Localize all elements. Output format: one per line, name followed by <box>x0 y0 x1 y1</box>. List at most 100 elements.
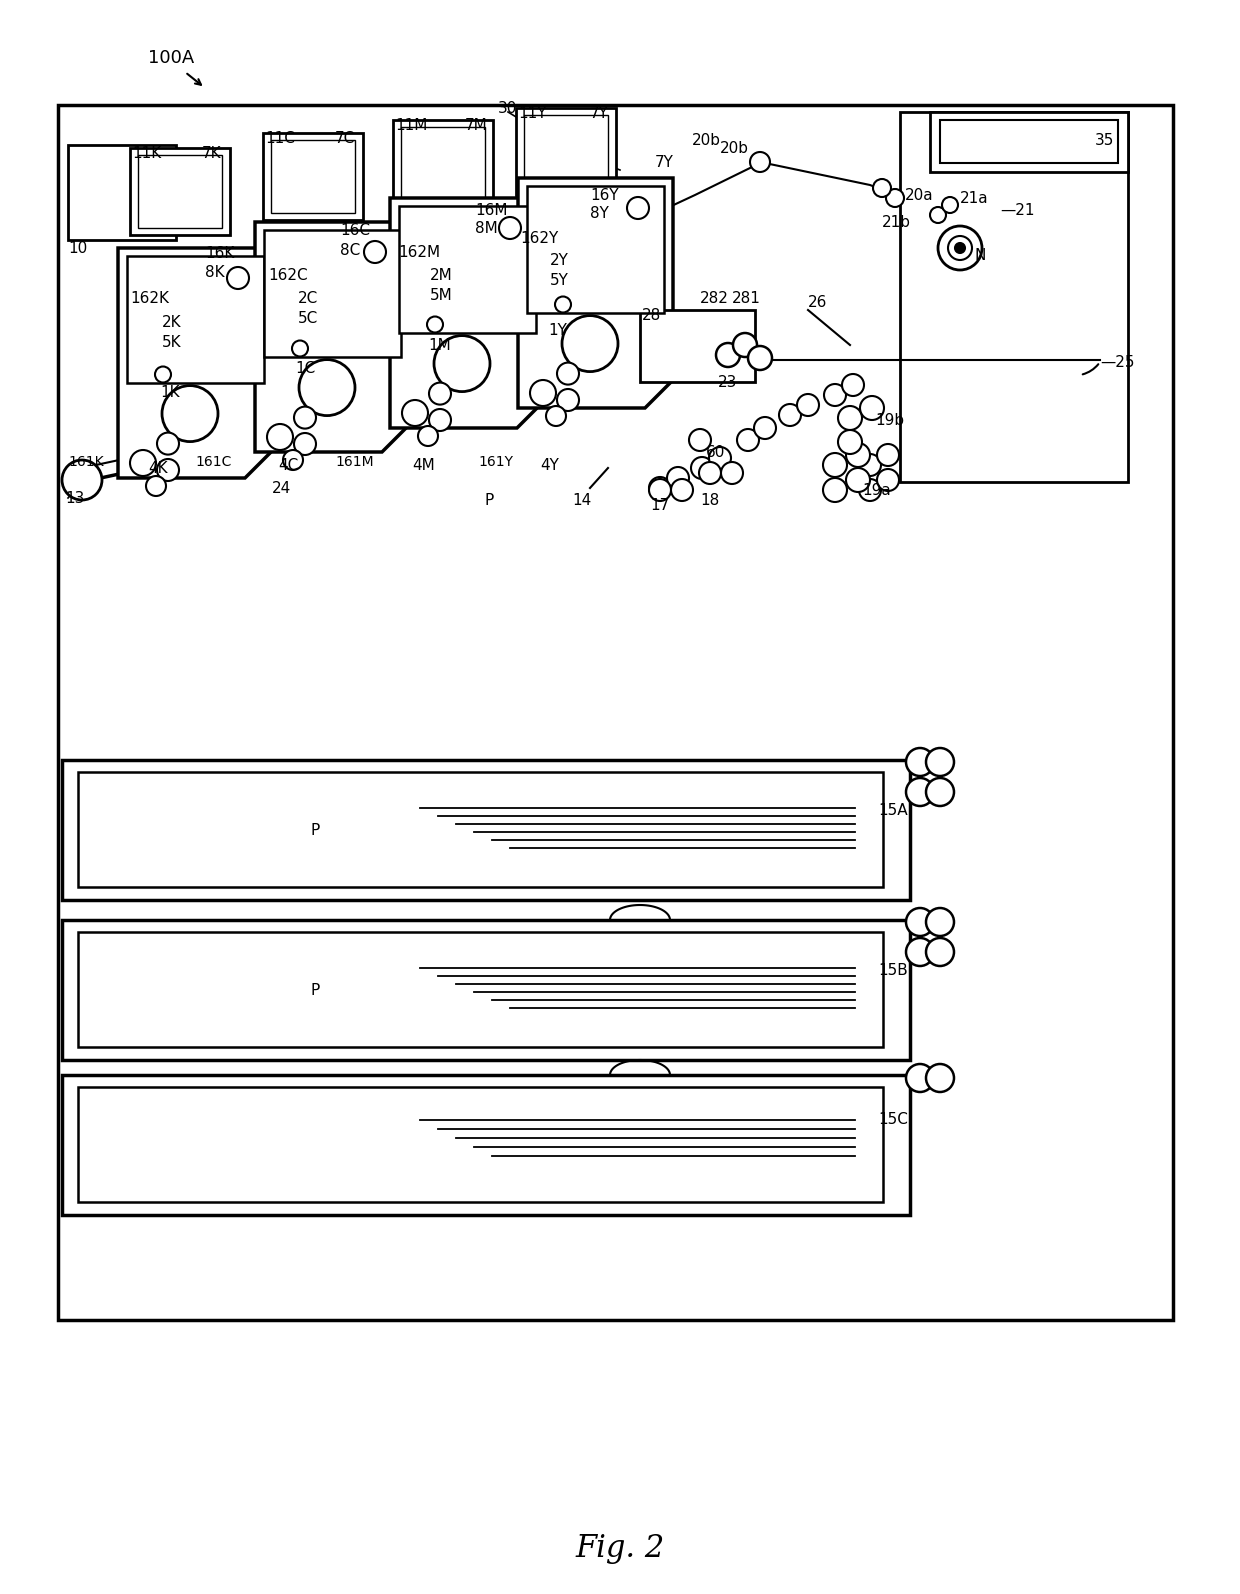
Circle shape <box>842 375 864 395</box>
Polygon shape <box>263 132 363 220</box>
Text: 13: 13 <box>64 491 84 505</box>
Polygon shape <box>525 115 608 188</box>
Circle shape <box>715 343 740 367</box>
Text: 21a: 21a <box>960 191 988 206</box>
Text: 21b: 21b <box>882 215 911 230</box>
Text: 7C: 7C <box>335 131 355 145</box>
Polygon shape <box>391 198 546 429</box>
Text: 26: 26 <box>808 295 827 309</box>
Text: 11C: 11C <box>265 131 295 145</box>
Circle shape <box>949 236 972 260</box>
Text: 15C: 15C <box>878 1113 908 1127</box>
Text: 16K: 16K <box>205 245 234 260</box>
Text: 19a: 19a <box>862 483 890 497</box>
Bar <box>62 920 910 1060</box>
Bar <box>62 760 910 901</box>
Text: 2Y: 2Y <box>551 252 569 268</box>
Text: 1Y: 1Y <box>548 322 567 338</box>
Circle shape <box>926 748 954 776</box>
Text: 2C: 2C <box>298 290 319 306</box>
Circle shape <box>294 406 316 429</box>
Circle shape <box>365 241 386 263</box>
Text: P: P <box>485 493 495 507</box>
Circle shape <box>906 909 934 936</box>
Circle shape <box>687 336 713 363</box>
Circle shape <box>557 362 579 384</box>
Circle shape <box>754 418 776 438</box>
Circle shape <box>418 426 438 446</box>
Text: 19b: 19b <box>875 413 904 427</box>
Circle shape <box>162 386 218 442</box>
Circle shape <box>498 217 521 239</box>
Bar <box>78 1087 883 1202</box>
Circle shape <box>157 432 179 454</box>
Circle shape <box>942 198 959 214</box>
Circle shape <box>930 207 946 223</box>
Text: 1K: 1K <box>160 384 180 400</box>
Circle shape <box>671 480 693 501</box>
Circle shape <box>748 346 773 370</box>
Text: 282: 282 <box>701 290 729 306</box>
Text: 60: 60 <box>706 445 725 459</box>
Circle shape <box>861 395 884 419</box>
Text: 16M: 16M <box>475 202 507 217</box>
Circle shape <box>877 469 899 491</box>
Text: 161M: 161M <box>335 454 373 469</box>
Bar <box>68 145 176 241</box>
Circle shape <box>846 469 870 493</box>
Bar <box>900 112 1128 481</box>
Circle shape <box>873 179 892 198</box>
Bar <box>58 105 1173 1320</box>
Circle shape <box>720 462 743 485</box>
Text: —21: —21 <box>999 202 1034 217</box>
Circle shape <box>926 909 954 936</box>
Bar <box>78 771 883 886</box>
Circle shape <box>699 462 720 485</box>
Text: 30: 30 <box>498 100 517 115</box>
Polygon shape <box>518 179 673 408</box>
Circle shape <box>906 778 934 807</box>
Text: 161K: 161K <box>68 454 104 469</box>
Text: 8K: 8K <box>205 265 224 279</box>
Circle shape <box>299 360 355 416</box>
Text: 35: 35 <box>1095 132 1115 148</box>
Bar <box>640 309 755 383</box>
Circle shape <box>434 336 490 392</box>
Text: 4Y: 4Y <box>539 457 559 472</box>
Circle shape <box>62 461 102 501</box>
Circle shape <box>877 445 899 465</box>
Polygon shape <box>138 155 222 228</box>
Circle shape <box>155 367 171 383</box>
Polygon shape <box>516 108 616 194</box>
Bar <box>940 120 1118 163</box>
Circle shape <box>557 389 579 411</box>
Text: 11K: 11K <box>131 145 161 161</box>
Circle shape <box>859 454 880 477</box>
Text: 24: 24 <box>272 480 291 496</box>
Circle shape <box>926 778 954 807</box>
Circle shape <box>906 1065 934 1092</box>
Text: 18: 18 <box>701 493 719 507</box>
Circle shape <box>429 410 451 430</box>
Circle shape <box>838 430 862 454</box>
Text: 28: 28 <box>642 308 661 322</box>
Text: 162K: 162K <box>130 290 169 306</box>
Polygon shape <box>272 140 355 214</box>
Text: 16Y: 16Y <box>590 188 619 202</box>
Polygon shape <box>399 206 536 333</box>
Polygon shape <box>130 148 229 234</box>
Circle shape <box>294 434 316 454</box>
Circle shape <box>838 406 862 430</box>
Circle shape <box>737 429 759 451</box>
Text: N: N <box>975 247 986 263</box>
Circle shape <box>823 478 847 502</box>
Text: Fig. 2: Fig. 2 <box>575 1532 665 1564</box>
Text: 2K: 2K <box>162 314 181 330</box>
Text: 17: 17 <box>650 497 670 513</box>
Text: 7K: 7K <box>202 145 222 161</box>
Text: 1M: 1M <box>428 338 451 352</box>
Polygon shape <box>118 249 273 478</box>
Circle shape <box>691 457 713 480</box>
Polygon shape <box>527 186 663 312</box>
Circle shape <box>546 406 565 426</box>
